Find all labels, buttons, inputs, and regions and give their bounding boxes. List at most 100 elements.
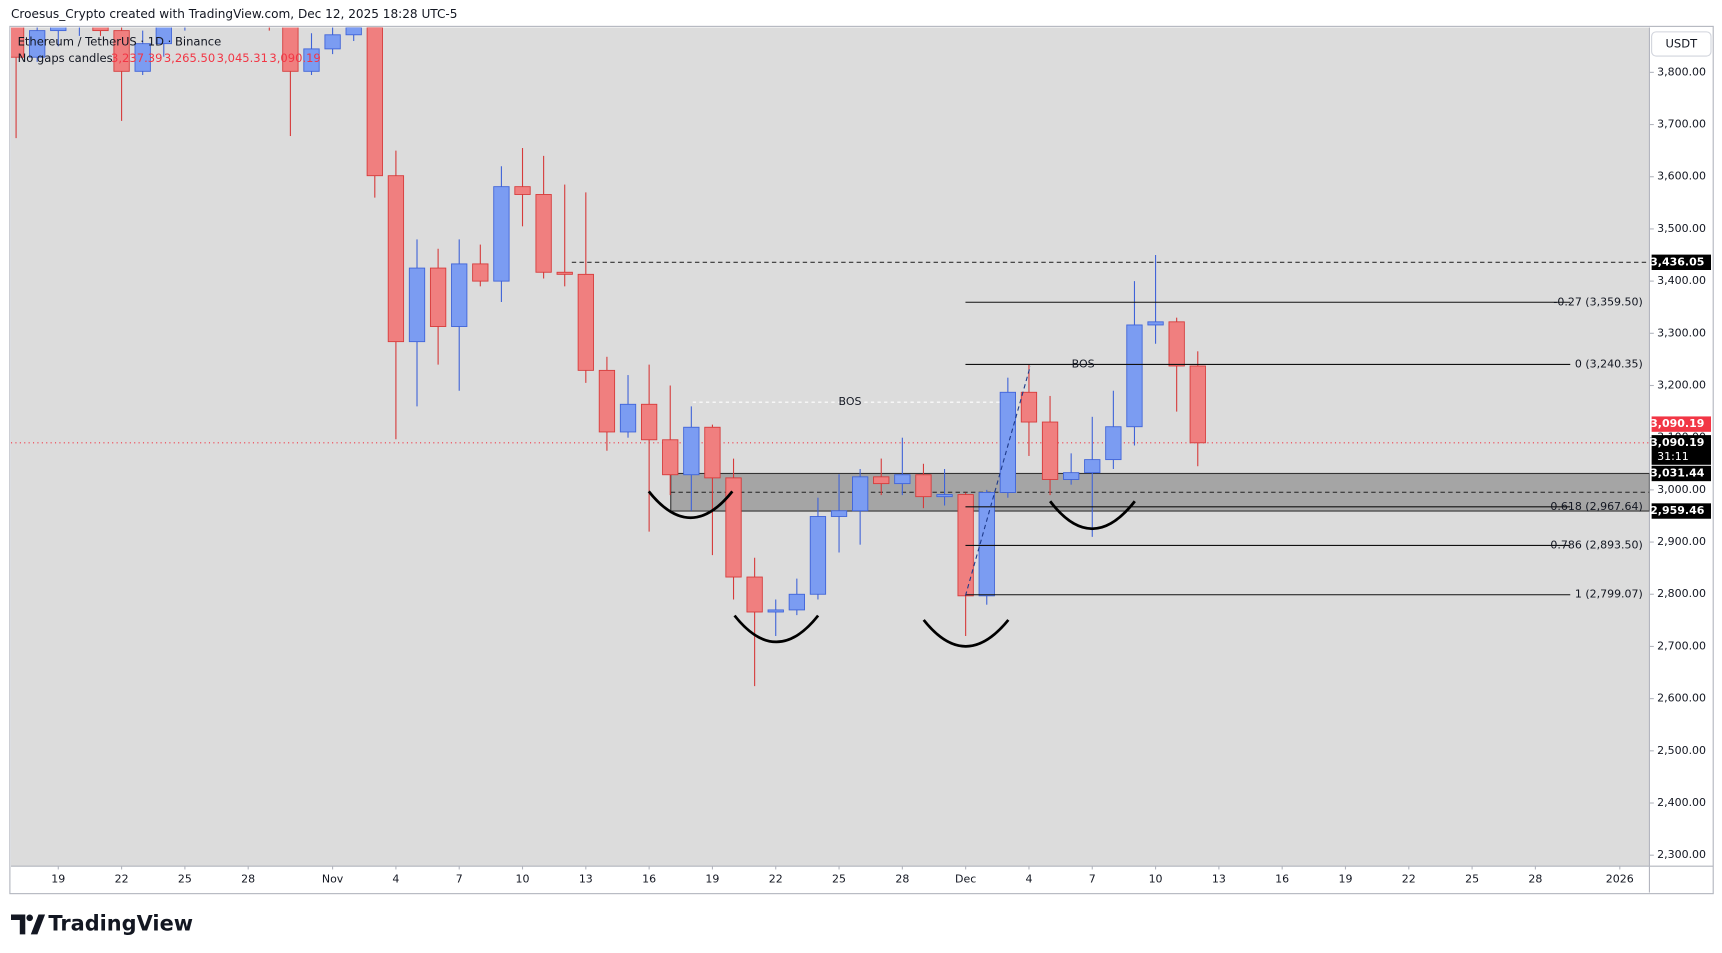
candle-body [1126,324,1143,428]
y-tick-label: 2,300.00 [1657,848,1706,861]
fib-label: 1 (2,799.07) [1575,588,1643,601]
x-tick-label: 28 [241,872,255,885]
y-tick-label: 3,500.00 [1657,222,1706,235]
y-tick-label: 2,600.00 [1657,692,1706,705]
candle-body [894,474,911,485]
bos-label: BOS [1072,357,1095,370]
candle-body [345,27,362,36]
candle-body [155,27,172,45]
x-tick-label: 22 [769,872,783,885]
candle-body [873,476,890,485]
candle-body [92,27,109,32]
currency-label[interactable]: USDT [1665,36,1698,50]
price-label-box [1651,435,1712,465]
ohlc-value: 3,265.50 [164,51,215,65]
fib-label: 0 (3,240.35) [1575,357,1643,370]
x-tick-label: 16 [1275,872,1289,885]
x-tick-label: 25 [178,872,192,885]
price-label: 2,959.46 [1650,504,1705,517]
x-tick-label: Nov [322,872,344,885]
last-price-label-box [1651,416,1712,432]
y-tick-label: 3,200.00 [1657,379,1706,392]
fib-label: -0.27 (3,359.50) [1553,295,1642,308]
plot-layer [10,27,1650,687]
y-tick-label: 3,300.00 [1657,326,1706,339]
ohlc-value: 3,090.19 [269,51,320,65]
y-tick-label: 3,000.00 [1657,483,1706,496]
x-tick-label: 22 [115,872,129,885]
candle-body [556,271,573,275]
candle-body [366,27,383,177]
fib-label: 0.786 (2,893.50) [1550,538,1642,551]
y-tick-label: 2,700.00 [1657,639,1706,652]
candle-body [1168,321,1185,367]
candle-body [50,27,67,32]
pattern-arc [922,619,1010,648]
plot-area [10,27,1650,867]
chart-style: No gaps candles [18,51,113,65]
candle-body [577,273,594,371]
candle-body [324,34,341,50]
price-label: 3,436.05 [1650,255,1704,268]
candle-body [1063,472,1080,480]
symbol-title: Ethereum / TetherUS · 1D · Binance [18,34,222,48]
candle-body [514,186,531,195]
x-tick-label: 13 [1212,872,1226,885]
candle-body [493,186,510,282]
currency-button[interactable] [1651,31,1712,57]
candle-body [683,426,700,476]
candle-body [830,510,848,517]
x-tick-label: 16 [642,872,656,885]
candle-body [788,593,805,611]
pattern-arc [647,490,734,519]
price-label-box [1651,503,1712,519]
candle-body [619,403,637,433]
x-tick-label: 4 [1025,872,1032,885]
candle-body [978,492,995,597]
x-tick-label: 25 [1465,872,1479,885]
candle-body [282,27,299,72]
x-tick-label: 19 [51,872,65,885]
candle-body [767,609,784,613]
pattern-arc [1049,500,1136,530]
x-tick-label: 22 [1402,872,1416,885]
attribution: Croesus_Crypto created with TradingView.… [11,7,457,21]
price-label: 3,090.19 [1650,436,1704,449]
countdown: 31:11 [1657,450,1689,463]
candle-body [451,263,468,327]
x-tick-label: 28 [895,872,909,885]
candle-body [535,194,552,273]
candle-body [134,43,151,72]
candle-body [598,369,616,433]
y-tick-label: 3,600.00 [1657,170,1706,183]
candle-body [387,175,405,343]
candle-body [429,267,447,327]
x-tick-label: 2026 [1606,872,1634,885]
brand-name: TradingView [48,911,193,935]
candle-body [29,30,46,58]
price-label: 3,031.44 [1650,466,1705,479]
y-tick-label: 3,700.00 [1657,118,1706,131]
x-tick-label: 7 [1089,872,1096,885]
y-tick-label: 3,800.00 [1657,65,1706,78]
brand-logo [10,914,46,935]
x-tick-label: 4 [392,872,399,885]
candle-body [1105,426,1122,461]
candle-body [303,48,320,72]
x-tick-label: 19 [705,872,719,885]
candle-body [113,30,130,72]
x-tick-label: 28 [1528,872,1542,885]
fib-trend-line [964,365,1031,596]
x-tick-label: 10 [1149,872,1163,885]
candle-body [725,477,742,578]
candle-body [662,439,679,476]
x-tick-label: 10 [516,872,530,885]
candle-body [640,403,658,441]
x-tick-label: 25 [832,872,846,885]
y-tick-label: 2,800.00 [1657,587,1706,600]
candle-body [408,267,426,343]
candle-body [999,391,1016,493]
ohlc-value: 3,237.39 [111,51,162,65]
candle-body [10,27,25,58]
fib-label: 0.618 (2,967.64) [1550,500,1642,513]
